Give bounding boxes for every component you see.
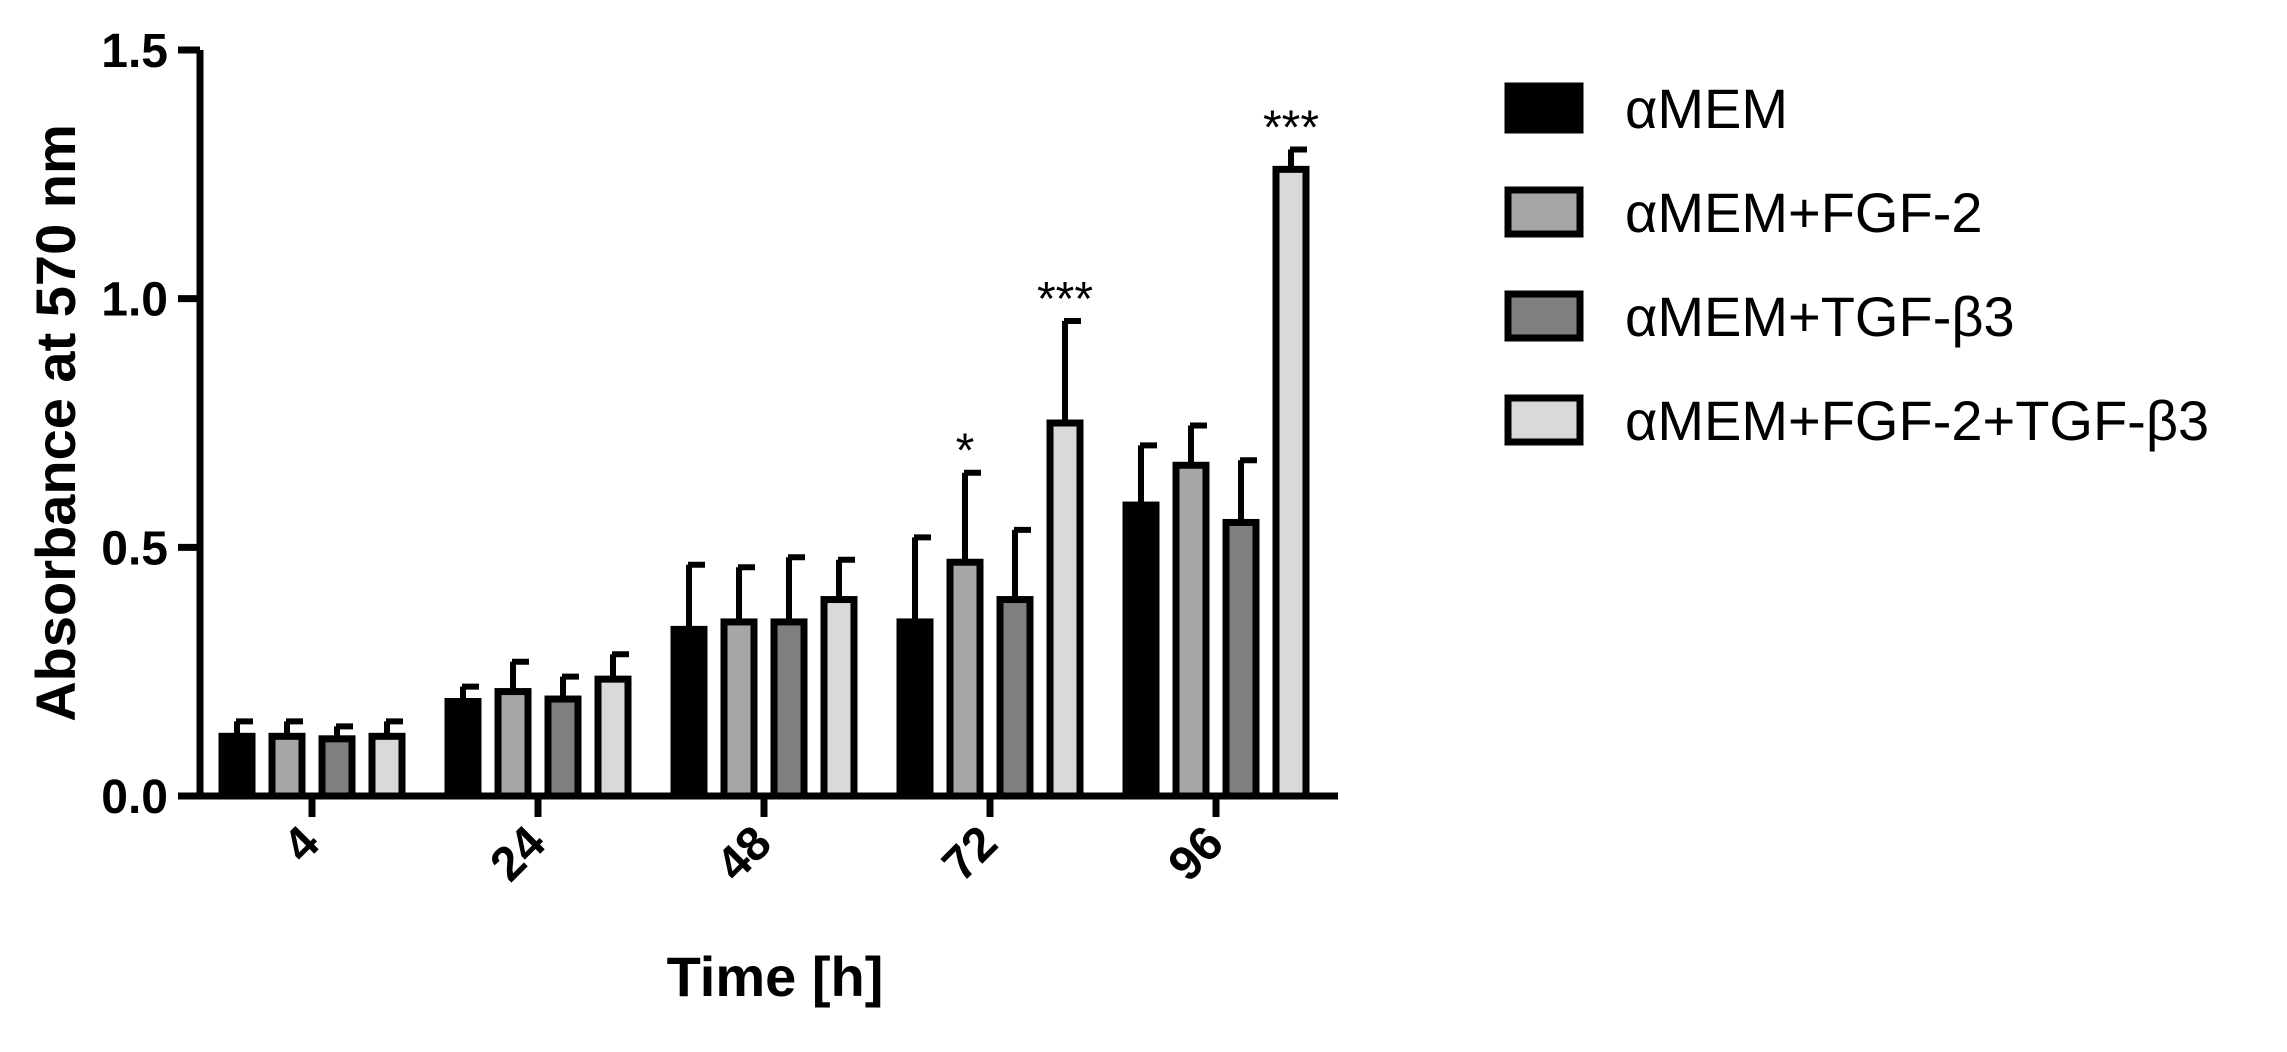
y-tick-label-1: 0.5 [101, 522, 168, 575]
bar-1-0 [268, 732, 306, 800]
legend-label-2: αMEM+TGF-β3 [1625, 285, 2015, 348]
bar-0-2 [670, 625, 708, 800]
bar-3-2 [820, 596, 858, 800]
bar-3-1 [594, 675, 632, 800]
bar-1-2 [720, 618, 758, 800]
significance-1-3: * [956, 425, 975, 478]
error-bar-1-0 [284, 718, 303, 737]
legend-label-3: αMEM+FGF-2+TGF-β3 [1625, 389, 2209, 452]
error-bar-0-3 [912, 534, 931, 622]
x-tick-label-1: 24 [481, 816, 556, 891]
bar-0-0 [218, 732, 256, 800]
legend: αMEM αMEM+FGF-2 αMEM+TGF-β3 αMEM+FGF-2+TGF-… [1504, 77, 2209, 452]
bar-0-4 [1122, 501, 1160, 800]
y-axis-title: Absorbance at 570 nm [24, 124, 87, 722]
y-tick-label-3: 1.5 [101, 25, 168, 78]
error-bar-3-4 [1288, 146, 1307, 170]
legend-item-0: αMEM [1504, 77, 1788, 140]
error-bar-2-4 [1238, 457, 1257, 523]
legend-swatch-1 [1504, 186, 1584, 238]
bar-3-0 [368, 732, 406, 800]
legend-swatch-2 [1504, 290, 1584, 342]
x-axis-title: Time [h] [667, 945, 884, 1008]
legend-label-1: αMEM+FGF-2 [1625, 181, 1983, 244]
bar-0-1 [444, 698, 482, 800]
legend-swatch-3 [1504, 394, 1584, 446]
bar-3-4 [1272, 165, 1310, 800]
error-bar-0-2 [686, 561, 705, 630]
legend-item-1: αMEM+FGF-2 [1504, 181, 1983, 244]
error-bar-1-1 [510, 658, 529, 692]
x-tick-label-2: 48 [707, 816, 782, 891]
bar-2-1 [544, 695, 582, 800]
significance-3-3: *** [1037, 273, 1093, 326]
legend-swatch-0 [1504, 82, 1584, 134]
bar-2-0 [318, 735, 356, 800]
error-bar-1-3 [962, 469, 981, 563]
x-tick-label-4: 96 [1159, 816, 1234, 891]
x-tick-label-3: 72 [933, 816, 1008, 891]
significance-3-4: *** [1263, 101, 1319, 154]
legend-label-0: αMEM [1625, 77, 1788, 140]
error-bar-3-2 [836, 556, 855, 600]
error-bar-3-3 [1062, 318, 1081, 423]
legend-item-2: αMEM+TGF-β3 [1504, 285, 2015, 348]
legend-item-3: αMEM+FGF-2+TGF-β3 [1504, 389, 2209, 452]
error-bar-2-2 [786, 554, 805, 622]
y-tick-label-2: 1.0 [101, 274, 168, 327]
error-bar-1-4 [1188, 422, 1207, 466]
error-bar-0-4 [1138, 442, 1157, 506]
x-tick-label-0: 4 [273, 816, 330, 873]
bar-3-3 [1046, 419, 1084, 800]
error-bar-1-2 [736, 564, 755, 622]
bar-1-1 [494, 688, 532, 800]
error-bar-2-0 [334, 723, 353, 739]
error-bar-2-3 [1012, 526, 1031, 600]
bar-1-4 [1172, 461, 1210, 800]
error-bars [234, 146, 1307, 739]
axes [196, 50, 1338, 800]
error-bar-0-0 [234, 718, 253, 737]
error-bar-0-1 [460, 683, 479, 702]
y-tick-label-0: 0.0 [101, 771, 168, 824]
y-ticks: 0.0 0.5 1.0 1.5 [101, 25, 200, 824]
bar-2-2 [770, 618, 808, 800]
bar-1-3 [946, 558, 984, 800]
bar-0-3 [896, 618, 934, 800]
error-bar-2-1 [560, 673, 579, 700]
error-bar-3-0 [384, 718, 403, 737]
significance-markers: ******* [956, 101, 1319, 477]
error-bar-3-1 [610, 651, 629, 680]
bar-2-3 [996, 596, 1034, 800]
x-ticks: 4 24 48 72 96 [273, 796, 1234, 892]
bar-2-4 [1222, 518, 1260, 800]
